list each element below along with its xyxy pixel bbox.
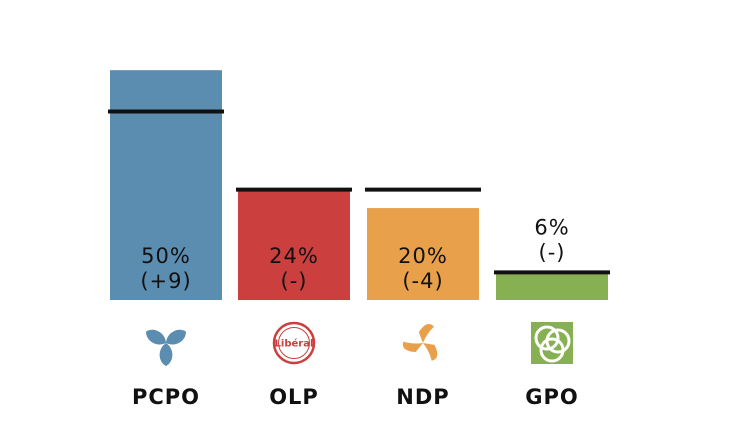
value-label-gpo: 6% <box>534 215 569 239</box>
category-label-pcpo: PCPO <box>132 385 200 409</box>
gpo-logo-icon <box>531 322 573 364</box>
pcpo-trillium-icon <box>146 329 186 366</box>
value-label-pcpo: 50% <box>141 244 191 268</box>
category-label-gpo: GPO <box>525 385 578 409</box>
change-label-pcpo: (+9) <box>140 269 191 293</box>
svg-text:Libéral: Libéral <box>275 338 314 350</box>
bar-pcpo <box>110 70 222 300</box>
bar-olp <box>238 189 350 300</box>
liberal-logo-icon: Libéral <box>272 321 316 365</box>
change-label-ndp: (-4) <box>402 269 443 293</box>
ndp-trillium-icon <box>402 324 438 361</box>
bar-gpo <box>496 272 608 300</box>
category-label-olp: OLP <box>269 385 319 409</box>
change-label-olp: (-) <box>281 269 308 293</box>
value-label-ndp: 20% <box>398 244 448 268</box>
bar-ndp <box>367 208 479 300</box>
value-label-olp: 24% <box>269 244 319 268</box>
category-label-ndp: NDP <box>396 385 449 409</box>
change-label-gpo: (-) <box>539 240 566 264</box>
